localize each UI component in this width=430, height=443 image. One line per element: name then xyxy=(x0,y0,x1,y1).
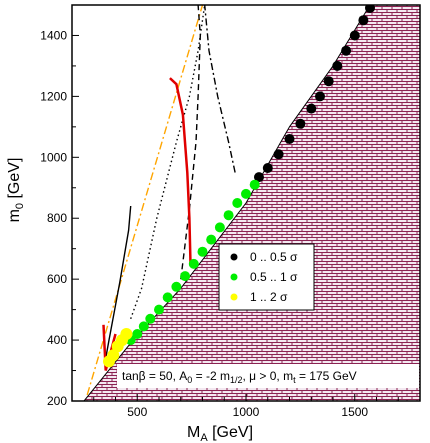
point-0-0.5-sigma-3 xyxy=(284,134,295,144)
point-0-0.5-sigma-11 xyxy=(358,15,369,26)
plot-layer xyxy=(83,5,420,401)
x-axis-title-sub: A xyxy=(200,432,208,443)
y-axis-title: m0 [GeV] xyxy=(6,158,26,223)
point-0.5-1-sigma-14 xyxy=(241,188,251,199)
x-axis-title: MA [GeV] xyxy=(187,424,253,443)
contour-line-black-dotted-2 xyxy=(130,5,206,320)
parameter-note-text: tanβ = 50, A0 = -2 m1/2, μ > 0, mt = 175… xyxy=(122,369,357,385)
point-0-0.5-sigma-7 xyxy=(323,76,334,87)
note-part-3: = -2 m xyxy=(192,369,230,383)
point-0.5-1-sigma-7 xyxy=(180,271,191,282)
point-0.5-1-sigma-8 xyxy=(188,258,199,269)
y-tick-label-200: 200 xyxy=(47,394,67,408)
legend-marker-0-0.5-sigma xyxy=(230,253,238,261)
point-0-0.5-sigma-8 xyxy=(332,60,343,71)
point-1-2-sigma-1 xyxy=(107,349,120,362)
point-0.5-1-sigma-13 xyxy=(232,198,243,208)
contour-line-black-dashed-3 xyxy=(180,5,202,280)
legend-label-0-0.5-sigma: 0 .. 0.5 σ xyxy=(250,250,298,264)
point-0.5-1-sigma-2 xyxy=(138,321,149,332)
contour-line-black-solid-1 xyxy=(103,205,132,365)
note-part-7: = 175 GeV xyxy=(296,369,357,383)
contour-line-black-dashdot-4 xyxy=(204,5,236,173)
point-0-0.5-sigma-10 xyxy=(349,30,360,41)
legend-marker-1-2-sigma xyxy=(230,293,238,301)
y-axis-title-main: m xyxy=(6,209,23,222)
point-0-0.5-sigma-9 xyxy=(341,45,352,56)
contour-line-red-solid-6 xyxy=(169,77,192,264)
ticks-layer: 500 1000 1500 200 400 600 800 1000 1200 1400 xyxy=(40,4,399,419)
point-0.5-1-sigma-5 xyxy=(162,292,173,303)
point-0-0.5-sigma-12 xyxy=(365,5,375,13)
note-part-6: t xyxy=(293,375,296,385)
note-part-2: 0 xyxy=(187,375,192,385)
y-tick-label-1200: 1200 xyxy=(40,89,67,103)
point-0.5-1-sigma-10 xyxy=(206,234,217,245)
point-0-0.5-sigma-2 xyxy=(273,149,284,160)
point-0.5-1-sigma-15 xyxy=(249,179,260,190)
legend-marker-0.5-1-sigma xyxy=(230,273,238,281)
y-axis-title-unit: [GeV] xyxy=(6,158,23,203)
point-0.5-1-sigma-3 xyxy=(145,313,156,324)
point-0-0.5-sigma-0 xyxy=(254,172,264,183)
point-0-0.5-sigma-6 xyxy=(315,91,325,102)
parameter-note: tanβ = 50, A0 = -2 m1/2, μ > 0, mt = 175… xyxy=(117,364,419,388)
y-tick-label-800: 800 xyxy=(47,211,67,225)
legend: 0 .. 0.5 σ 0.5 .. 1 σ 1 .. 2 σ xyxy=(218,243,315,311)
x-axis-title-unit: [GeV] xyxy=(208,424,253,441)
note-part-4: 1/2 xyxy=(230,375,243,385)
point-0-0.5-sigma-4 xyxy=(295,118,306,129)
point-0.5-1-sigma-11 xyxy=(214,222,225,233)
legend-label-1-2-sigma: 1 .. 2 σ xyxy=(250,290,288,304)
point-0.5-1-sigma-9 xyxy=(197,246,208,257)
y-tick-label-1000: 1000 xyxy=(40,150,67,164)
x-tick-label-1000: 1000 xyxy=(233,405,260,419)
point-0.5-1-sigma-4 xyxy=(154,304,164,315)
y-tick-label-400: 400 xyxy=(47,333,67,347)
point-0.5-1-sigma-1 xyxy=(132,329,143,339)
y-axis-title-sub: 0 xyxy=(14,203,26,209)
parameter-note-box xyxy=(117,364,419,388)
x-tick-label-500: 500 xyxy=(127,405,147,419)
x-axis-title-main: M xyxy=(187,424,200,441)
point-0.5-1-sigma-12 xyxy=(223,210,234,221)
y-tick-label-1400: 1400 xyxy=(40,28,67,42)
legend-label-0.5-1-sigma: 0.5 .. 1 σ xyxy=(250,270,298,284)
note-part-1: tanβ = 50, A xyxy=(122,369,187,383)
y-tick-label-600: 600 xyxy=(47,272,67,286)
note-part-5: , μ > 0, m xyxy=(243,369,294,383)
point-0-0.5-sigma-1 xyxy=(262,163,273,173)
point-0.5-1-sigma-6 xyxy=(171,281,182,292)
x-tick-label-1500: 1500 xyxy=(341,405,368,419)
contour-line-orange-dashdot-0 xyxy=(86,5,204,396)
point-0-0.5-sigma-5 xyxy=(306,103,317,114)
point-1-2-sigma-4 xyxy=(120,328,133,340)
